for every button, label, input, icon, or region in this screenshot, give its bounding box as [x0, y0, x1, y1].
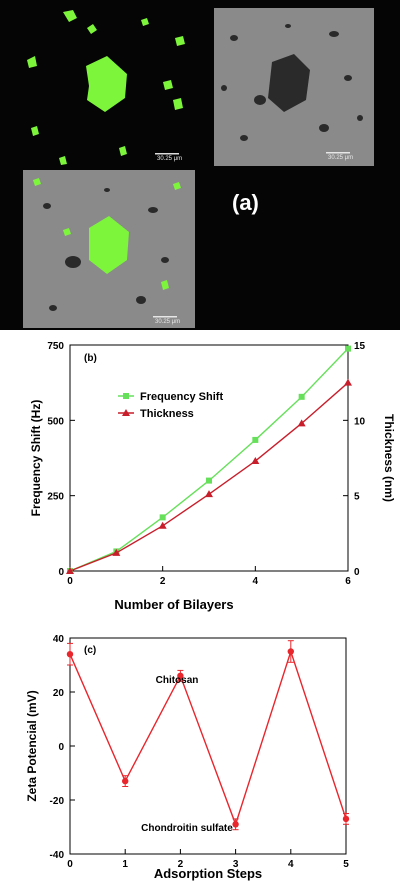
y-axis-label: Frequency Shift (Hz) — [29, 400, 43, 517]
data-point-triangle — [251, 457, 260, 465]
data-point-triangle — [344, 378, 352, 386]
y-tick-label: 20 — [53, 688, 65, 699]
x-tick-label: 5 — [343, 859, 349, 870]
panel-label-a: (a) — [232, 190, 259, 215]
fluorescent-domains — [27, 10, 185, 165]
y-tick-label: -20 — [50, 796, 65, 807]
x-tick-label: 0 — [67, 576, 73, 587]
data-point-triangle — [297, 419, 306, 427]
data-point — [342, 815, 350, 823]
y2-tick-label: 0 — [354, 567, 360, 578]
y-axis-label: Zeta Potencial (mV) — [25, 690, 39, 801]
data-point — [66, 651, 74, 658]
data-point-triangle — [158, 521, 167, 529]
x-tick-label: 4 — [253, 576, 259, 587]
data-point — [232, 821, 239, 828]
y2-axis-label: Thickness (nm) — [382, 414, 396, 502]
data-point-square — [206, 477, 212, 484]
legend-marker-triangle — [122, 409, 130, 416]
series-line — [69, 348, 349, 572]
x-axis-label: Adsorption Steps — [154, 866, 262, 881]
x-tick-label: 1 — [122, 859, 128, 870]
y-tick-label: 40 — [53, 634, 65, 645]
data-point-triangle — [112, 548, 121, 556]
scale-bar-label: 30.25 μm — [328, 155, 353, 161]
series-line — [69, 382, 349, 572]
plot-frame — [69, 344, 349, 572]
x-tick-label: 2 — [178, 859, 184, 870]
y-tick-label: 0 — [58, 567, 64, 578]
x-tick-label: 2 — [160, 576, 166, 587]
y2-tick-label: 10 — [354, 416, 366, 427]
x-tick-label: 0 — [67, 859, 73, 870]
panel-label-c: (c) — [84, 645, 96, 656]
surface-micrograph: 30.25 μm — [214, 8, 374, 166]
legend: Frequency Shift Thickness — [118, 391, 223, 420]
data-point-square — [345, 345, 351, 352]
annotation-chitosan: Chitosan — [156, 675, 199, 686]
data-point — [287, 648, 294, 655]
y2-tick-label: 5 — [354, 492, 360, 503]
fluorescence-micrograph: 30.25 μm — [23, 8, 195, 166]
data-point-triangle — [205, 490, 213, 498]
scale-bar-label: 30.25 μm — [155, 319, 180, 325]
fluorescent-domains — [33, 178, 181, 290]
x-tick-label: 6 — [345, 576, 351, 587]
legend-thickness: Thickness — [140, 408, 194, 420]
micrograph-figure: 30.25 μm 30.25 μm — [0, 0, 400, 330]
y-tick-label: 250 — [47, 492, 64, 503]
y-tick-label: -40 — [50, 850, 65, 861]
overlay-micrograph: 30.25 μm — [23, 170, 195, 328]
scale-bar-label: 30.25 μm — [157, 156, 182, 162]
x-axis-label: Number of Bilayers — [114, 597, 233, 612]
y-tick-label: 500 — [47, 416, 64, 427]
x-tick-label: 4 — [288, 859, 294, 870]
x-tick-label: 3 — [233, 859, 239, 870]
legend-marker-square — [123, 393, 129, 399]
data-point — [122, 777, 129, 785]
data-point-square — [298, 393, 305, 400]
data-point — [177, 672, 184, 679]
y-tick-label: 750 — [47, 341, 64, 352]
data-point-square — [252, 436, 259, 443]
series-line — [69, 649, 347, 827]
data-point-square — [159, 514, 166, 521]
zeta-chart: (c) 0 1 2 3 4 5 -40 -20 0 20 40 Chitosan Chondroit… — [25, 634, 350, 881]
plot-frame — [69, 637, 347, 855]
legend-frequency-shift: Frequency Shift — [140, 391, 223, 403]
annotation-chondroitin-sulfate: Chondroitin sulfate — [141, 823, 233, 834]
data-point-triangle — [66, 567, 74, 574]
pit-defects — [221, 24, 363, 141]
y2-tick-label: 15 — [354, 341, 366, 352]
y-tick-label: 0 — [58, 742, 64, 753]
panel-label-b: (b) — [84, 353, 97, 364]
